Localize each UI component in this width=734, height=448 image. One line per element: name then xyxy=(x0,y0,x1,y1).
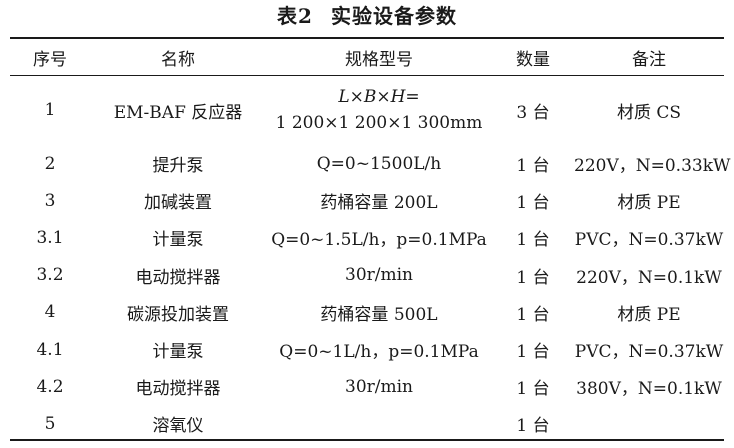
table-header-row: 序号 名称 规格型号 数量 备注 xyxy=(10,39,724,75)
cell-note: PVC，N=0.37kW xyxy=(574,230,724,251)
cell-spec: Q=0~1L/h，p=0.1MPa xyxy=(279,342,479,363)
cell-no: 4.1 xyxy=(36,339,64,360)
table-row: 4.1 计量泵 Q=0~1L/h，p=0.1MPa 1 台 PVC，N=0.37… xyxy=(10,331,724,368)
cell-no: 3.1 xyxy=(36,227,64,248)
cell-spec: Q=0~1500L/h xyxy=(316,153,442,174)
cell-note: 材质 PE xyxy=(617,193,681,214)
cell-qty: 1 台 xyxy=(516,304,550,325)
cell-qty: 1 台 xyxy=(516,342,550,363)
cell-note: PVC，N=0.37kW xyxy=(574,342,724,363)
table-row: 3.2 电动搅拌器 30r/min 1 台 220V，N=0.1kW xyxy=(10,257,724,294)
cell-name: 提升泵 xyxy=(152,156,204,177)
cell-note: 220V，N=0.33kW xyxy=(574,156,731,177)
table-row: 3 加碱装置 药桶容量 200L 1 台 材质 PE xyxy=(10,182,724,219)
cell-note: 380V，N=0.1kW xyxy=(576,379,722,400)
equipment-table: 序号 名称 规格型号 数量 备注 1 EM-BAF 反应器 L×B×H= 1 2… xyxy=(10,39,731,443)
cell-name: 溶氧仪 xyxy=(152,416,204,437)
cell-note: 材质 CS xyxy=(616,102,682,123)
header-no: 序号 xyxy=(33,49,67,70)
cell-no: 3 xyxy=(44,190,56,211)
cell-name: 碳源投加装置 xyxy=(127,304,229,325)
table-row: 4 碳源投加装置 药桶容量 500L 1 台 材质 PE xyxy=(10,294,724,331)
cell-spec: 30r/min xyxy=(345,265,413,286)
cell-qty: 1 台 xyxy=(516,230,550,251)
cell-note: 材质 PE xyxy=(617,304,681,325)
cell-no: 2 xyxy=(44,153,56,174)
header-qty: 数量 xyxy=(516,49,550,70)
cell-no: 1 xyxy=(44,100,56,120)
cell-note: 220V，N=0.1kW xyxy=(576,267,722,288)
table-row: 4.2 电动搅拌器 30r/min 1 台 380V，N=0.1kW xyxy=(10,368,724,405)
cell-qty: 1 台 xyxy=(516,379,550,400)
cell-no: 5 xyxy=(44,413,56,434)
cell-name: 计量泵 xyxy=(152,230,204,251)
cell-qty: 1 台 xyxy=(516,193,550,214)
cell-note xyxy=(574,405,724,442)
table-row: 5 溶氧仪 1 台 xyxy=(10,405,724,442)
cell-spec-line1: L×B×H= xyxy=(338,87,420,107)
cell-no: 3.2 xyxy=(36,265,64,286)
table-bottom-rule xyxy=(10,439,724,441)
cell-spec: 药桶容量 200L xyxy=(320,193,438,214)
table-row: 2 提升泵 Q=0~1500L/h 1 台 220V，N=0.33kW xyxy=(10,145,731,182)
cell-name: 计量泵 xyxy=(152,342,204,363)
cell-name: 电动搅拌器 xyxy=(135,267,221,288)
cell-spec: 30r/min xyxy=(345,376,413,397)
cell-spec: L×B×H= 1 200×1 200×1 300mm xyxy=(266,75,492,145)
cell-qty: 1 台 xyxy=(516,156,550,177)
cell-spec: Q=0~1.5L/h，p=0.1MPa xyxy=(271,230,487,251)
cell-no: 4 xyxy=(44,302,56,323)
table-title-text: 实验设备参数 xyxy=(330,4,457,28)
table-title: 表2 实验设备参数 xyxy=(0,2,734,30)
header-spec: 规格型号 xyxy=(345,49,413,70)
cell-spec-line2: 1 200×1 200×1 300mm xyxy=(275,113,483,133)
cell-no: 4.2 xyxy=(36,376,64,397)
table-top-rule xyxy=(10,37,724,39)
header-name: 名称 xyxy=(161,49,195,70)
cell-qty: 3 台 xyxy=(516,102,550,123)
cell-spec: 药桶容量 500L xyxy=(320,304,438,325)
cell-qty: 1 台 xyxy=(516,416,550,437)
table-title-label: 表2 xyxy=(277,4,313,28)
header-note: 备注 xyxy=(632,49,666,70)
cell-qty: 1 台 xyxy=(516,267,550,288)
cell-name: 电动搅拌器 xyxy=(135,379,221,400)
cell-name: EM-BAF 反应器 xyxy=(113,102,243,123)
cell-name: 加碱装置 xyxy=(144,193,212,214)
cell-spec xyxy=(266,405,492,442)
table-row: 3.1 计量泵 Q=0~1.5L/h，p=0.1MPa 1 台 PVC，N=0.… xyxy=(10,219,724,256)
table-row: 1 EM-BAF 反应器 L×B×H= 1 200×1 200×1 300mm … xyxy=(10,75,724,145)
table-header-rule xyxy=(10,75,724,76)
